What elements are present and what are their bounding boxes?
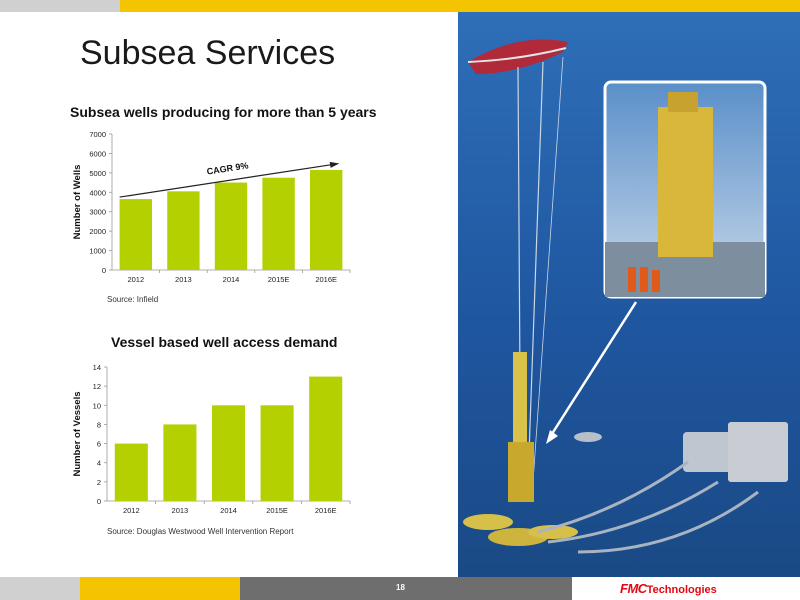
chart2-source: Source: Douglas Westwood Well Interventi… [107,527,294,536]
bar [114,443,148,501]
x-tick-label: 2015E [268,275,290,284]
y-tick-label: 4 [97,459,101,468]
bar [262,177,295,270]
slide-title: Subsea Services [80,34,336,72]
cagr-annotation: CAGR 9% [206,160,249,176]
x-tick-label: 2014 [223,275,240,284]
trend-arrow [119,163,337,198]
bar [260,405,294,501]
x-tick-label: 2016E [315,506,337,515]
chart2-svg: 0 2 4 6 8 10 12 14 Number of Vessels 2012 2013 2014… [72,363,351,515]
y-tick-label: 7000 [89,130,106,139]
x-tick-label: 2016E [315,275,337,284]
y-tick-label: 1000 [89,247,106,256]
bar [163,424,197,501]
bar [119,199,152,270]
x-tick-label: 2013 [172,506,189,515]
y-tick-label: 4000 [89,188,106,197]
y-tick-label: 3000 [89,208,106,217]
y-tick-label: 5000 [89,169,106,178]
footer-seg-yellow [80,577,240,600]
y-tick-label: 0 [102,266,106,275]
y-tick-label: 14 [93,363,101,372]
fmc-logo: FMCTechnologies [620,581,717,596]
top-accent-gray [0,0,120,12]
x-tick-label: 2015E [266,506,288,515]
y-tick-label: 0 [97,497,101,506]
y-tick-label: 10 [93,401,101,410]
footer-seg-gray [0,577,80,600]
bar [310,169,343,270]
footer-seg-dark [240,577,572,600]
subsea-photo [458,12,800,577]
bar [214,182,248,270]
top-accent-bar [0,0,800,12]
y-tick-label: 6 [97,440,101,449]
footer-bar: 18 [0,577,800,600]
trend-arrow-head [329,161,340,168]
bar [167,191,200,270]
y-axis-label: Number of Wells [72,165,83,240]
logo-suffix: Technologies [646,584,717,596]
x-tick-label: 2012 [123,506,140,515]
chart1-svg: 0 1000 2000 3000 4000 5000 6000 7000 Number of W… [72,130,351,284]
x-tick-label: 2012 [127,275,144,284]
chart1-source: Source: Infield [107,295,159,304]
y-tick-label: 12 [93,382,101,391]
chart2-title: Vessel based well access demand [111,334,338,350]
logo-brand: FMC [620,581,647,596]
chart1-title: Subsea wells producing for more than 5 y… [70,104,377,120]
y-tick-label: 2000 [89,227,106,236]
x-tick-label: 2013 [175,275,192,284]
bar [211,405,246,501]
y-tick-label: 8 [97,420,101,429]
bar [309,376,343,501]
page-number: 18 [396,583,405,592]
y-axis-label: Number of Vessels [72,391,83,476]
x-tick-label: 2014 [220,506,237,515]
y-tick-label: 2 [97,478,101,487]
y-tick-label: 6000 [89,149,106,158]
